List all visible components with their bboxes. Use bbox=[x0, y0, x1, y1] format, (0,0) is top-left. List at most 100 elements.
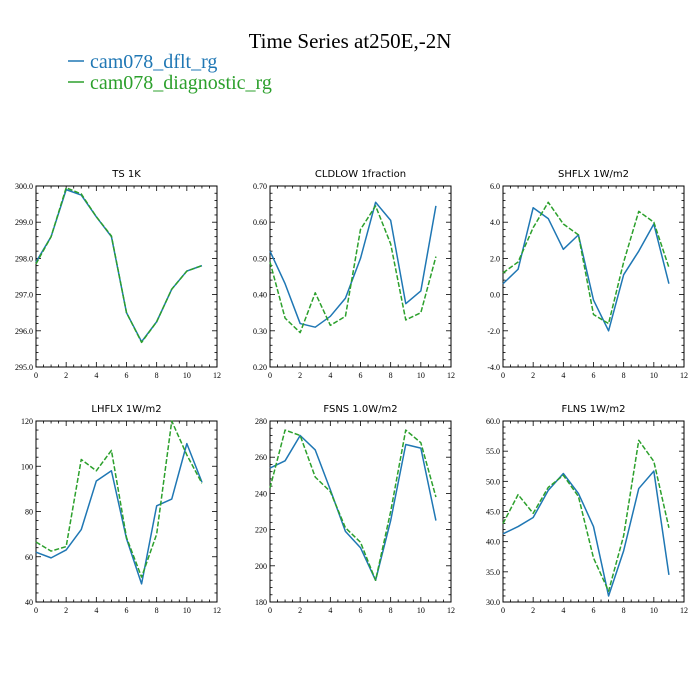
x-tick-label: 4 bbox=[561, 606, 565, 615]
x-tick-label: 10 bbox=[417, 606, 425, 615]
x-tick-label: 6 bbox=[125, 371, 129, 380]
x-tick-label: 10 bbox=[417, 371, 425, 380]
y-tick-label: 220 bbox=[255, 526, 267, 535]
panel-title: TS 1K bbox=[111, 169, 141, 180]
panel-title: FSNS 1.0W/m2 bbox=[323, 404, 397, 415]
y-tick-label: 100 bbox=[21, 462, 33, 471]
series-line-2 bbox=[269, 429, 437, 582]
figure-title: Time Series at250E,-2N bbox=[249, 29, 452, 53]
y-tick-label: 55.0 bbox=[486, 447, 500, 456]
y-tick-label: 6.0 bbox=[490, 182, 500, 191]
y-tick-label: 50.0 bbox=[486, 477, 500, 486]
y-tick-label: 0.40 bbox=[253, 291, 267, 300]
y-tick-label: 0.50 bbox=[253, 254, 267, 263]
panel-2: CLDLOW 1fraction 0 2 4 6 8 10 12 0.20 0.30 0.40 0.5… bbox=[253, 169, 455, 380]
y-tick-label: 45.0 bbox=[486, 508, 500, 517]
x-tick-label: 4 bbox=[94, 606, 98, 615]
y-tick-label: 200 bbox=[255, 562, 267, 571]
legend-label-2: cam078_diagnostic_rg bbox=[90, 72, 272, 94]
y-tick-label: 299.0 bbox=[15, 218, 33, 227]
x-tick-label: 0 bbox=[501, 371, 505, 380]
x-tick-label: 12 bbox=[680, 371, 688, 380]
x-tick-label: 12 bbox=[447, 606, 455, 615]
y-tick-label: -4.0 bbox=[487, 363, 500, 372]
x-tick-label: 6 bbox=[359, 371, 363, 380]
x-tick-label: 0 bbox=[268, 371, 272, 380]
x-tick-label: 2 bbox=[64, 371, 68, 380]
x-tick-label: 10 bbox=[650, 606, 658, 615]
x-tick-label: 8 bbox=[622, 371, 626, 380]
x-tick-label: 8 bbox=[155, 606, 159, 615]
y-tick-label: 80 bbox=[25, 508, 33, 517]
x-tick-label: 0 bbox=[34, 371, 38, 380]
x-tick-label: 12 bbox=[447, 371, 455, 380]
panel-5: FSNS 1.0W/m2 0 2 4 6 8 10 12 180 200 220 240 260 280 bbox=[255, 404, 455, 615]
x-tick-label: 2 bbox=[531, 371, 535, 380]
panel-4: LHFLX 1W/m2 0 2 4 6 8 10 12 40 60 80 100 120 bbox=[21, 404, 221, 615]
y-tick-label: -2.0 bbox=[487, 327, 500, 336]
y-tick-label: 295.0 bbox=[15, 363, 33, 372]
x-tick-label: 8 bbox=[155, 371, 159, 380]
y-tick-label: 2.0 bbox=[490, 254, 500, 263]
y-tick-label: 40 bbox=[25, 598, 33, 607]
x-tick-label: 0 bbox=[268, 606, 272, 615]
x-tick-label: 4 bbox=[328, 606, 332, 615]
series-line-2 bbox=[35, 420, 203, 578]
x-tick-label: 8 bbox=[389, 371, 393, 380]
series-line-1 bbox=[269, 201, 437, 328]
panel-6: FLNS 1W/m2 0 2 4 6 8 10 12 30.0 35.0 40.0 45.0 50.0 5… bbox=[486, 404, 688, 615]
panels: TS 1K 0 2 4 6 8 10 12 295.0 296.0 297.0 298.0 299.0 3… bbox=[15, 169, 688, 615]
x-tick-label: 2 bbox=[64, 606, 68, 615]
legend-label-1: cam078_dflt_rg bbox=[90, 51, 217, 73]
y-tick-label: 60 bbox=[25, 553, 33, 562]
y-tick-label: 0.0 bbox=[490, 291, 500, 300]
x-tick-label: 12 bbox=[213, 606, 221, 615]
y-tick-label: 4.0 bbox=[490, 218, 500, 227]
y-tick-label: 260 bbox=[255, 453, 267, 462]
panel-title: FLNS 1W/m2 bbox=[561, 404, 625, 415]
y-tick-label: 0.60 bbox=[253, 218, 267, 227]
x-tick-label: 6 bbox=[592, 371, 596, 380]
x-tick-label: 2 bbox=[531, 606, 535, 615]
y-tick-label: 280 bbox=[255, 417, 267, 426]
y-tick-label: 298.0 bbox=[15, 254, 33, 263]
x-tick-label: 12 bbox=[680, 606, 688, 615]
x-tick-label: 10 bbox=[650, 371, 658, 380]
y-tick-label: 0.30 bbox=[253, 327, 267, 336]
x-tick-label: 8 bbox=[622, 606, 626, 615]
x-tick-label: 2 bbox=[298, 371, 302, 380]
panel-title: SHFLX 1W/m2 bbox=[558, 169, 629, 180]
panel-title: LHFLX 1W/m2 bbox=[91, 404, 161, 415]
y-tick-label: 40.0 bbox=[486, 538, 500, 547]
y-tick-label: 35.0 bbox=[486, 568, 500, 577]
y-tick-label: 0.70 bbox=[253, 182, 267, 191]
series-line-1 bbox=[35, 442, 203, 585]
x-tick-label: 6 bbox=[359, 606, 363, 615]
y-tick-label: 180 bbox=[255, 598, 267, 607]
x-tick-label: 6 bbox=[125, 606, 129, 615]
x-tick-label: 8 bbox=[389, 606, 393, 615]
series-line-2 bbox=[502, 439, 670, 592]
y-tick-label: 0.20 bbox=[253, 363, 267, 372]
x-tick-label: 4 bbox=[94, 371, 98, 380]
y-tick-label: 296.0 bbox=[15, 327, 33, 336]
y-tick-label: 297.0 bbox=[15, 291, 33, 300]
x-tick-label: 0 bbox=[34, 606, 38, 615]
x-tick-label: 0 bbox=[501, 606, 505, 615]
series-line-2 bbox=[35, 187, 203, 344]
panel-title: CLDLOW 1fraction bbox=[315, 169, 406, 180]
y-tick-label: 120 bbox=[21, 417, 33, 426]
y-tick-label: 240 bbox=[255, 489, 267, 498]
series-line-1 bbox=[502, 206, 670, 332]
series-line-2 bbox=[269, 205, 437, 334]
series-line-1 bbox=[269, 434, 437, 582]
y-tick-label: 30.0 bbox=[486, 598, 500, 607]
x-tick-label: 10 bbox=[183, 606, 191, 615]
x-tick-label: 10 bbox=[183, 371, 191, 380]
x-tick-label: 12 bbox=[213, 371, 221, 380]
x-tick-label: 6 bbox=[592, 606, 596, 615]
x-tick-label: 4 bbox=[328, 371, 332, 380]
legend: cam078_dflt_rg cam078_diagnostic_rg bbox=[68, 51, 272, 94]
